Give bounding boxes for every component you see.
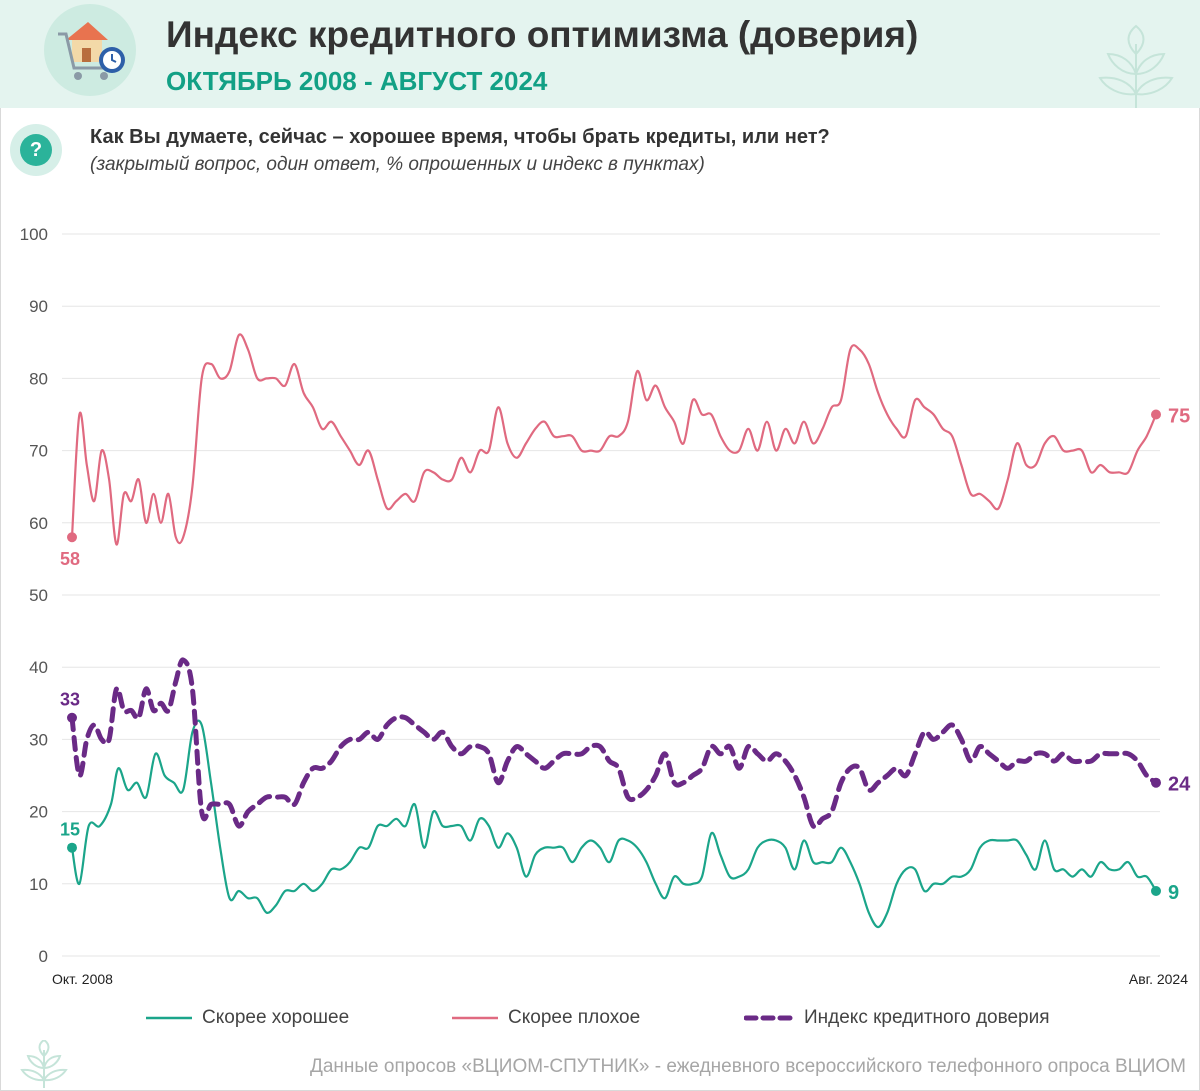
survey-question: Как Вы думаете, сейчас – хорошее время, …: [90, 126, 830, 148]
y-tick-label: 100: [20, 225, 48, 244]
series-start-label-index: 33: [60, 690, 80, 710]
question-badge: ?: [10, 124, 62, 176]
survey-question-note: (закрытый вопрос, один ответ, % опрошенн…: [90, 154, 705, 175]
source-footer: Данные опросов «ВЦИОМ-СПУТНИК» - ежеднев…: [309, 1056, 1186, 1077]
y-tick-label: 70: [29, 442, 48, 461]
legend-swatch-index: [744, 1015, 794, 1021]
series-start-label-good: 15: [60, 820, 80, 840]
y-tick-label: 50: [29, 586, 48, 605]
header-band: Индекс кредитного оптимизма (доверия) ОК…: [0, 0, 1200, 108]
legend-item-good: Скорее хорошее: [146, 1006, 349, 1030]
series-start-label-bad: 58: [60, 549, 80, 569]
grid-layer: 0 10 20 30 40 50 60 70 80 90 100 Окт. 2008 Авг. 2024: [20, 225, 1189, 987]
series-end-label-bad: 75: [1168, 406, 1190, 428]
legend-label-good: Скорее хорошее: [202, 1007, 350, 1028]
label-layer: 15 9 58 75 33 24: [60, 406, 1191, 905]
series-start-point-index: [67, 712, 77, 723]
legend-item-index: Индекс кредитного доверия: [744, 1006, 1050, 1030]
series-end-label-good: 9: [1168, 882, 1179, 904]
series-line-good: [70, 719, 1158, 929]
legend-label-index: Индекс кредитного доверия: [804, 1007, 1050, 1028]
legend-swatch-bad: [452, 1016, 498, 1020]
series-end-point-bad: [1151, 409, 1161, 420]
series-start-point-bad: [67, 532, 77, 543]
series-end-point-index: [1151, 777, 1161, 788]
x-start-label: Окт. 2008: [52, 971, 113, 987]
series-line-bad: [70, 333, 1158, 546]
series-end-label-index: 24: [1168, 774, 1191, 796]
series-end-point-good: [1151, 886, 1161, 897]
y-tick-label: 90: [29, 297, 48, 316]
y-tick-label: 30: [29, 730, 48, 749]
y-tick-label: 40: [29, 658, 48, 677]
leaf-decoration-icon: [1098, 24, 1174, 108]
legend-item-bad: Скорее плохое: [452, 1006, 640, 1030]
x-end-label: Авг. 2024: [1129, 971, 1188, 987]
y-tick-label: 20: [29, 803, 48, 822]
legend-label-bad: Скорее плохое: [508, 1007, 641, 1028]
y-tick-label: 0: [39, 947, 48, 966]
y-tick-label: 60: [29, 514, 48, 533]
page-title: Индекс кредитного оптимизма (доверия): [166, 14, 919, 55]
page-subtitle: ОКТЯБРЬ 2008 - АВГУСТ 2024: [166, 66, 548, 96]
legend-swatch-good: [146, 1016, 192, 1020]
series-layer: [69, 333, 1159, 929]
line-chart: 0 10 20 30 40 50 60 70 80 90 100 Окт. 2008 Авг. 2024…: [20, 225, 1191, 987]
question-mark-icon: ?: [20, 134, 52, 166]
series-line-index: [69, 657, 1159, 830]
house-cart-clock-icon: [44, 4, 136, 96]
y-tick-label: 80: [29, 369, 48, 388]
y-tick-label: 10: [29, 875, 48, 894]
leaf-logo-icon: [20, 1040, 68, 1088]
series-start-point-good: [67, 842, 77, 853]
